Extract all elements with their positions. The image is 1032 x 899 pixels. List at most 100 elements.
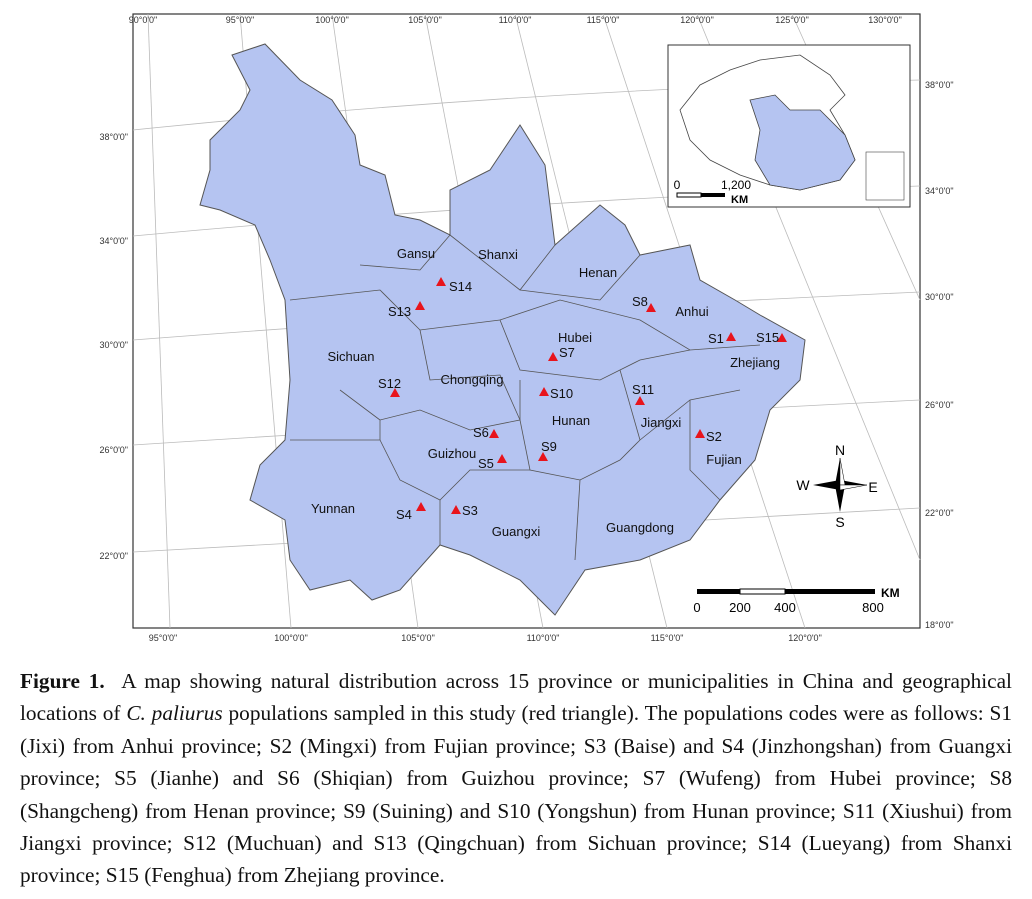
- province-label: Fujian: [706, 452, 741, 467]
- site-label: S3: [462, 503, 478, 518]
- scale-segment: [697, 589, 740, 594]
- figure-caption: Figure 1. A map showing natural distribu…: [20, 665, 1012, 892]
- inset: [667, 44, 911, 208]
- site-label: S2: [706, 429, 722, 444]
- site-label: S1: [708, 331, 724, 346]
- scale-label: 0: [693, 600, 700, 615]
- longitude-label: 110°0'0": [499, 15, 532, 25]
- latitude-label: 18°0'0": [925, 620, 954, 630]
- longitude-label: 110°0'0": [527, 633, 560, 643]
- caption-species: C. paliurus: [126, 701, 223, 726]
- province-label: Gansu: [397, 246, 435, 261]
- site-marker: [548, 352, 558, 361]
- site-label: S6: [473, 425, 489, 440]
- scale-label: 200: [729, 600, 751, 615]
- site-label: S13: [388, 304, 411, 319]
- province-label: Guizhou: [428, 446, 476, 461]
- longitude-label: 95°0'0": [226, 15, 255, 25]
- inset-region: [749, 94, 856, 191]
- site-label: S8: [632, 294, 648, 309]
- inset-islands: [865, 151, 905, 201]
- longitude-label: 100°0'0": [274, 633, 308, 643]
- site-label: S7: [559, 345, 575, 360]
- site-marker: [695, 429, 705, 438]
- province-label: Hunan: [552, 413, 590, 428]
- scale-bar: [697, 588, 875, 595]
- longitude-label: 115°0'0": [587, 15, 620, 25]
- latitude-label: 22°0'0": [99, 551, 128, 561]
- site-marker: [635, 396, 645, 405]
- site-marker: [539, 387, 549, 396]
- site-label: S12: [378, 376, 401, 391]
- scale-segment: [739, 588, 786, 595]
- site-label: S15: [756, 330, 779, 345]
- latitude-label: 34°0'0": [925, 186, 954, 196]
- site-marker: [415, 301, 425, 310]
- inset-scale-label: 1,200: [721, 178, 751, 192]
- latitude-label: 22°0'0": [925, 508, 954, 518]
- site-marker: [726, 332, 736, 341]
- site-marker: [646, 303, 656, 312]
- longitude-label: 120°0'0": [680, 15, 714, 25]
- latitude-label: 38°0'0": [99, 132, 128, 142]
- longitude-label: 90°0'0": [129, 15, 158, 25]
- caption-text: A map showing natural distribution acros…: [20, 669, 1012, 726]
- latitude-label: 34°0'0": [99, 236, 128, 246]
- inset-scale-label: 0: [674, 178, 681, 192]
- site-label: S11: [632, 382, 654, 397]
- inset-scale-unit: KM: [731, 194, 748, 206]
- site-label: S14: [449, 279, 472, 294]
- compass-label: E: [868, 479, 877, 495]
- longitude-label: 115°0'0": [651, 633, 684, 643]
- longitude-label: 95°0'0": [149, 633, 178, 643]
- province-label: Hubei: [558, 330, 592, 345]
- site-label: S4: [396, 507, 412, 522]
- site-marker: [497, 454, 507, 463]
- province-label: Zhejiang: [730, 355, 780, 370]
- compass-label: W: [796, 477, 810, 493]
- longitude-label: 105°0'0": [408, 15, 442, 25]
- inset-scale-segment: [676, 192, 702, 198]
- map-figure: 90°0'0" 95°0'0" 100°0'0" 105°0'0" 110°0'0" 11…: [99, 13, 954, 643]
- latitude-label: 38°0'0": [925, 80, 954, 90]
- province-label: Guangdong: [606, 520, 674, 535]
- caption-label: Figure 1.: [20, 669, 105, 693]
- caption-text: populations sampled in this study (red t…: [20, 701, 1012, 888]
- province-label: Anhui: [675, 304, 708, 319]
- longitude-label: 100°0'0": [315, 15, 349, 25]
- site-label: S10: [550, 386, 573, 401]
- longitude-label: 125°0'0": [775, 15, 809, 25]
- latitude-label: 26°0'0": [99, 445, 128, 455]
- site-marker: [489, 429, 499, 438]
- province-label: Henan: [579, 265, 617, 280]
- site-marker: [390, 388, 400, 397]
- site-marker: [436, 277, 446, 286]
- inset-scale-segment: [701, 193, 725, 197]
- longitude-label: 120°0'0": [788, 633, 822, 643]
- province-label: Shanxi: [478, 247, 518, 262]
- province-label: Guangxi: [492, 524, 541, 539]
- province-label: Jiangxi: [641, 415, 682, 430]
- site-marker: [451, 505, 461, 514]
- longitude-label: 130°0'0": [868, 15, 902, 25]
- longitude-label: 105°0'0": [401, 633, 435, 643]
- scale-unit: KM: [881, 586, 900, 600]
- latitude-label: 30°0'0": [925, 292, 954, 302]
- province-borders: [289, 234, 761, 561]
- scale-label: 800: [862, 600, 884, 615]
- compass-label: S: [835, 514, 844, 530]
- latitude-label: 26°0'0": [925, 400, 954, 410]
- scale-label: 400: [774, 600, 796, 615]
- site-marker: [777, 333, 787, 342]
- compass-needle-half: [839, 484, 868, 491]
- site-label: S9: [541, 439, 557, 454]
- compass: [813, 457, 868, 512]
- site-marker: [416, 502, 426, 511]
- site-label: S5: [478, 456, 494, 471]
- province-label: Sichuan: [328, 349, 375, 364]
- province-label: Chongqing: [441, 372, 504, 387]
- latitude-label: 30°0'0": [99, 340, 128, 350]
- scale-segment: [785, 589, 875, 594]
- province-label: Yunnan: [311, 501, 355, 516]
